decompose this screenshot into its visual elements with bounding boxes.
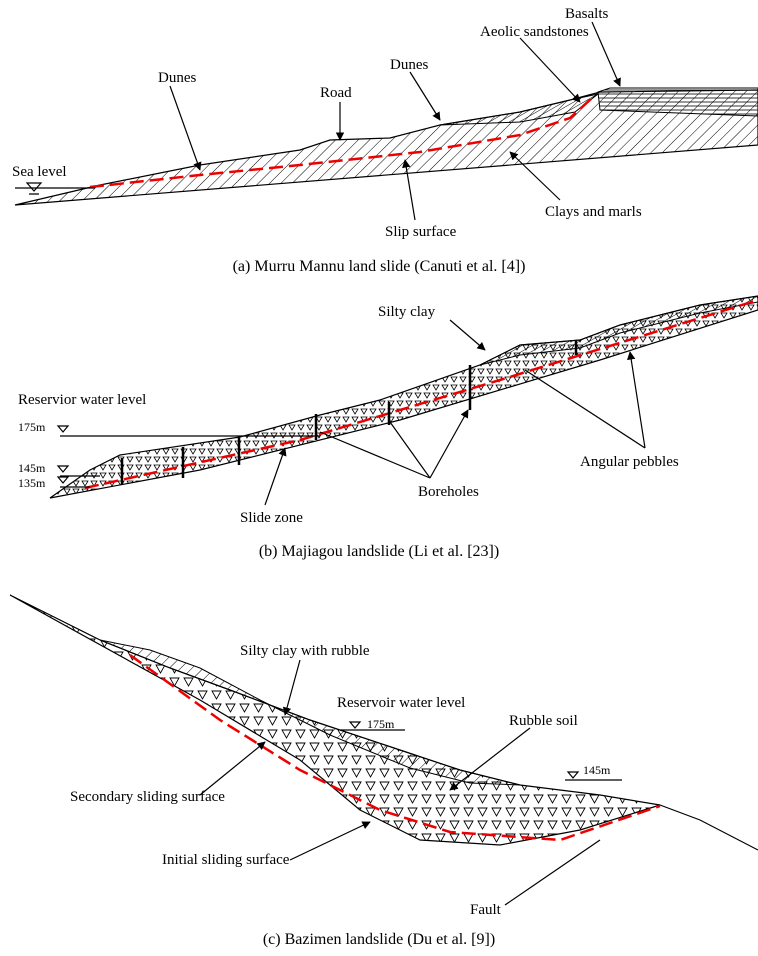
- leader: [285, 660, 300, 715]
- leader: [290, 822, 370, 860]
- label: Fault: [470, 902, 502, 918]
- label: Sea level: [12, 164, 67, 180]
- label: Slide zone: [240, 510, 303, 526]
- ground-line: [660, 805, 758, 850]
- leader: [505, 840, 600, 905]
- label: 175m: [367, 717, 395, 731]
- panel-a: Basalts Aeolic sandstones Dunes Road Dun…: [12, 6, 758, 275]
- label: 135m: [18, 476, 46, 490]
- label: Dunes: [390, 57, 428, 73]
- leader: [265, 448, 285, 505]
- caption: (c) Bazimen landslide (Du et al. [9]): [263, 931, 495, 948]
- label: Secondary sliding surface: [70, 789, 225, 805]
- label: Angular pebbles: [580, 454, 679, 470]
- label: Basalts: [565, 6, 608, 22]
- label: Silty clay with rubble: [240, 643, 370, 659]
- silty-clay-layer: [480, 296, 758, 365]
- label: Reservoir water level: [337, 695, 465, 711]
- label: Slip surface: [385, 224, 457, 240]
- water-symbol: [58, 426, 68, 483]
- panel-c: Silty clay with rubble Reservoir water l…: [10, 595, 758, 948]
- label: Road: [320, 85, 352, 101]
- caption: (b) Majiagou landslide (Li et al. [23]): [259, 543, 499, 560]
- leader: [170, 86, 200, 170]
- label: 145m: [583, 763, 611, 777]
- label: Boreholes: [418, 484, 479, 500]
- label: Reservior water level: [18, 392, 146, 408]
- label: Clays and marls: [545, 204, 642, 220]
- label: Aeolic sandstones: [480, 24, 589, 40]
- label: Rubble soil: [509, 713, 578, 729]
- panel-b: Silty clay Reservior water level 175m 14…: [18, 296, 758, 560]
- label: Initial sliding surface: [162, 852, 290, 868]
- label: Silty clay: [378, 304, 436, 320]
- label: 175m: [18, 420, 46, 434]
- leader: [592, 22, 620, 86]
- label: Dunes: [158, 70, 196, 86]
- figure: Basalts Aeolic sandstones Dunes Road Dun…: [0, 0, 758, 956]
- label: 145m: [18, 461, 46, 475]
- leader: [200, 742, 265, 795]
- leader: [450, 320, 485, 350]
- leader: [410, 72, 440, 120]
- caption: (a) Murru Mannu land slide (Canuti et al…: [233, 258, 526, 275]
- leader: [520, 38, 580, 102]
